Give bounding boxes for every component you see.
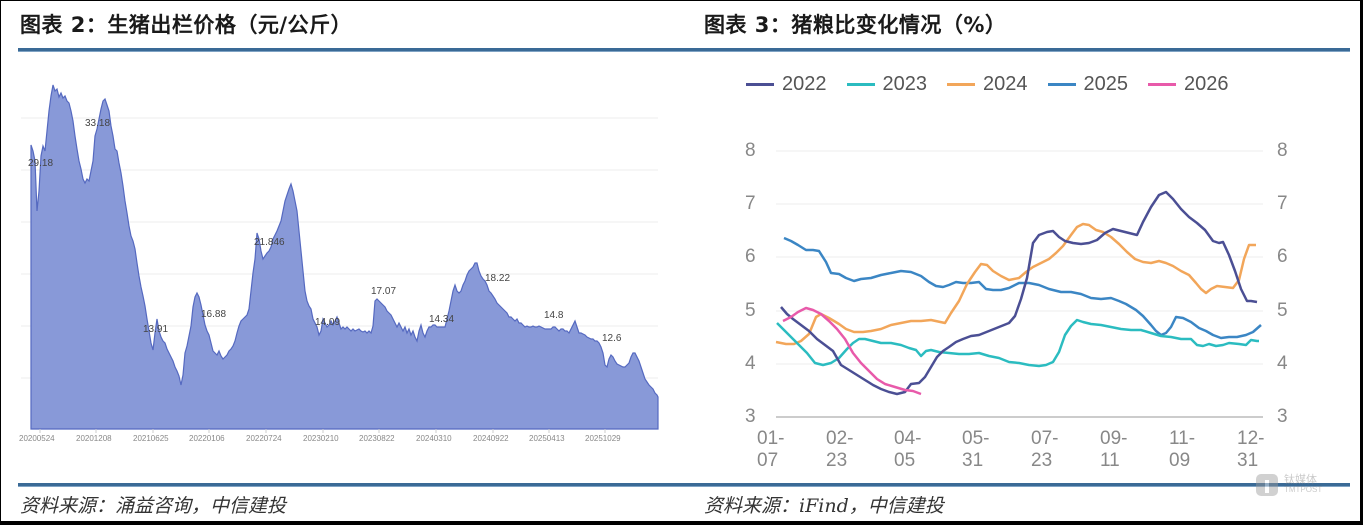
x-tick-label: 20201208: [76, 434, 112, 443]
x-tick-label: 20240922: [473, 434, 509, 443]
legend-item-2022[interactable]: 2022: [746, 73, 827, 96]
series-2025-line: [783, 236, 1262, 340]
data-label: 18.22: [485, 273, 511, 284]
x-tick-label: 12-31: [1237, 428, 1265, 471]
legend-label: 2025: [1083, 73, 1129, 95]
legend-swatch-icon: [947, 83, 975, 86]
chart3-source-rule: [681, 483, 1350, 487]
series-2024-line: [775, 222, 1256, 346]
y-tick-label: 4: [745, 353, 756, 374]
y-tick-label: 7: [1277, 193, 1288, 214]
series-2026-line: [782, 306, 922, 396]
data-label: 16.88: [201, 309, 227, 320]
chart3-gridlines: [776, 150, 1263, 365]
data-label: 13.91: [143, 324, 169, 335]
series-2023-line: [776, 318, 1259, 368]
data-label: 14.8: [544, 310, 564, 321]
x-tick-label: 20200524: [19, 434, 55, 443]
y-tick-label: 5: [1277, 300, 1288, 321]
x-tick-label: 01-07: [757, 428, 785, 471]
tmtpost-logo-icon: [1256, 474, 1278, 496]
chart2-title: 图表 2：生猪出栏价格（元/公斤）: [20, 13, 353, 37]
legend-label: 2023: [882, 73, 928, 95]
legend-swatch-icon: [846, 83, 875, 86]
data-label: 17.07: [371, 286, 397, 297]
x-tick-label: 20251029: [585, 434, 621, 443]
data-label: 33.18: [85, 118, 111, 129]
x-tick-label: 20230822: [359, 434, 395, 443]
legend-item-2025[interactable]: 2025: [1047, 73, 1129, 96]
data-label: 21.846: [254, 237, 285, 248]
chart2-price-area: [30, 84, 659, 430]
x-tick-label: 20220106: [189, 434, 225, 443]
y-tick-label: 3: [745, 406, 756, 427]
x-tick-label: 07-23: [1031, 428, 1059, 471]
x-tick-label: 20240310: [416, 434, 452, 443]
y-tick-label: 3: [1277, 406, 1288, 427]
x-tick-label: 11-09: [1169, 428, 1196, 471]
chart2-source-rule: [18, 483, 682, 487]
y-tick-label: 6: [745, 246, 756, 267]
y-tick-label: 7: [745, 193, 756, 214]
legend-swatch-icon: [746, 83, 774, 86]
y-tick-label: 8: [745, 140, 756, 161]
data-label: 29.18: [28, 158, 54, 169]
y-tick-label: 4: [1277, 353, 1288, 374]
data-label: 14.09: [315, 317, 341, 328]
legend-swatch-icon: [1148, 83, 1176, 86]
data-label: 12.6: [602, 333, 622, 344]
chart3-legend: 2022 2023 2024 2025 2026: [746, 73, 1229, 96]
data-label: 14.34: [429, 314, 455, 325]
series-2022-line: [780, 190, 1258, 396]
legend-label: 2022: [782, 73, 827, 95]
chart3-title-rule: [681, 48, 1350, 52]
x-tick-label: 20230210: [303, 434, 339, 443]
chart3-source: 资料来源：iFind，中信建投: [704, 495, 944, 517]
tmtpost-watermark: 钛媒体 TMTPOST: [1256, 474, 1322, 496]
x-tick-label: 05-31: [962, 428, 990, 471]
y-tick-label: 8: [1277, 140, 1288, 161]
chart2-x-ticks: [39, 429, 606, 433]
y-tick-label: 6: [1277, 246, 1288, 267]
legend-label: 2024: [983, 73, 1028, 95]
legend-item-2026[interactable]: 2026: [1148, 73, 1229, 96]
watermark-cn: 钛媒体: [1284, 474, 1317, 486]
chart2-source: 资料来源：涌益咨询，中信建投: [20, 495, 287, 517]
legend-item-2023[interactable]: 2023: [846, 73, 928, 96]
x-tick-label: 20250413: [529, 434, 565, 443]
legend-swatch-icon: [1047, 83, 1076, 86]
x-tick-label: 04-05: [894, 428, 922, 471]
chart2-title-rule: [18, 48, 682, 52]
legend-label: 2026: [1184, 73, 1229, 95]
chart3-title: 图表 3：猪粮比变化情况（%）: [704, 13, 1007, 37]
x-tick-label: 20220724: [246, 434, 282, 443]
x-tick-label: 02-23: [826, 428, 854, 471]
watermark-en: TMTPOST: [1284, 485, 1323, 494]
x-tick-label: 09-11: [1100, 428, 1128, 471]
y-tick-label: 5: [745, 300, 756, 321]
legend-item-2024[interactable]: 2024: [947, 73, 1028, 96]
x-tick-label: 20210625: [133, 434, 169, 443]
